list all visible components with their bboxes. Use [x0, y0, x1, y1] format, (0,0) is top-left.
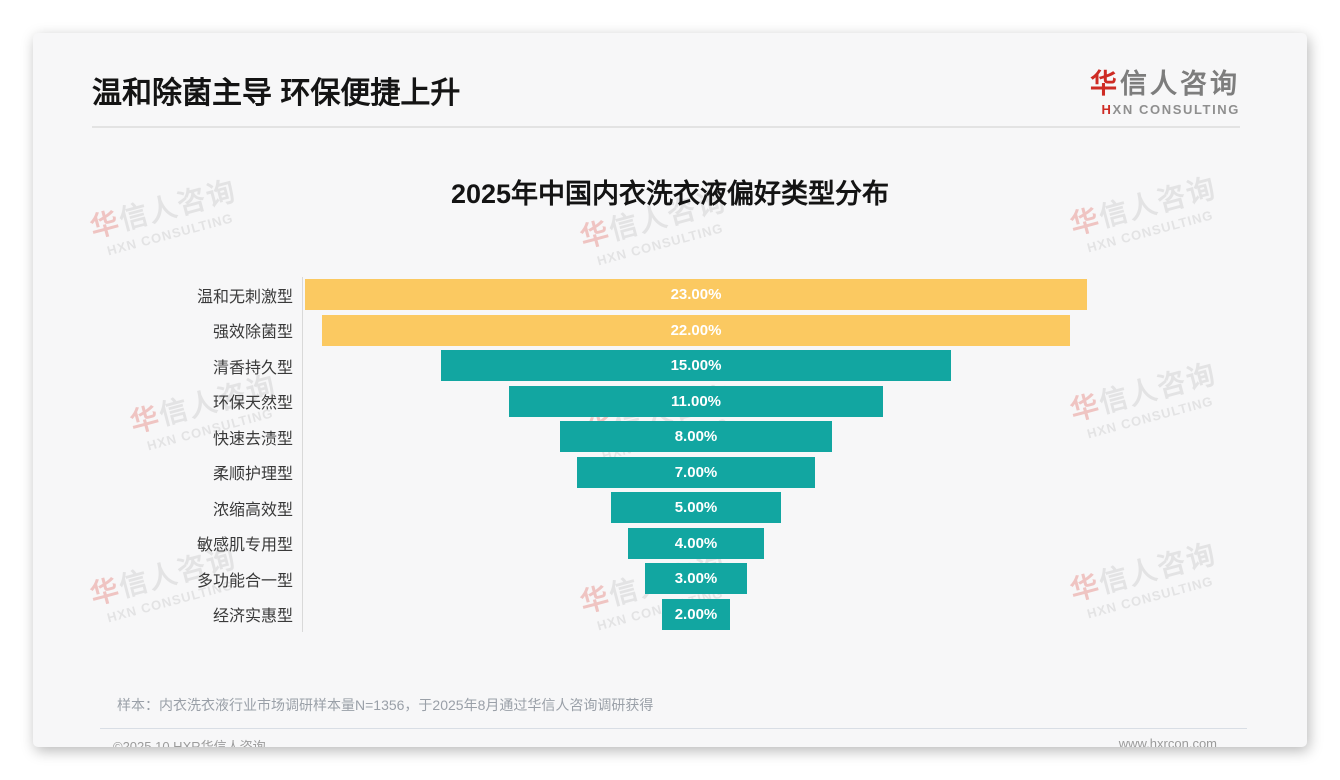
funnel-row: 温和无刺激型 23.00% — [33, 277, 1307, 313]
header-divider — [92, 126, 1240, 128]
funnel-bar: 15.00% — [441, 350, 951, 382]
bar-value-label: 4.00% — [674, 534, 718, 552]
bar-value-label: 2.00% — [674, 605, 718, 623]
plot-area: 7.00% — [302, 454, 1307, 490]
plot-area: 23.00% — [302, 277, 1307, 313]
funnel-bar: 3.00% — [645, 563, 747, 595]
logo-accent-char: 华 — [1090, 69, 1120, 99]
logo-english-name: HXN CONSULTING — [1090, 102, 1240, 117]
copyright-text: ©2025.10 HXR华信人咨询 — [113, 739, 266, 747]
funnel-bar: 8.00% — [560, 421, 832, 453]
funnel-row: 强效除菌型 22.00% — [33, 312, 1307, 348]
bar-value-label: 22.00% — [670, 321, 722, 339]
report-card: 华信人咨询 HXN CONSULTING 华信人咨询 HXN CONSULTING 华信… — [33, 33, 1307, 747]
plot-area: 8.00% — [302, 419, 1307, 455]
bar-value-label: 8.00% — [674, 428, 718, 446]
funnel-row: 快速去渍型 8.00% — [33, 419, 1307, 455]
plot-area: 15.00% — [302, 348, 1307, 384]
report-footer: ©2025.10 HXR华信人咨询 www.hxrcon.com — [100, 728, 1247, 747]
plot-area: 22.00% — [302, 312, 1307, 348]
funnel-bar: 22.00% — [322, 314, 1070, 346]
bar-value-label: 5.00% — [674, 499, 718, 517]
category-label: 敏感肌专用型 — [196, 537, 293, 555]
bar-value-label: 7.00% — [674, 463, 718, 481]
funnel-bar: 5.00% — [611, 492, 781, 524]
logo-en-rest-chars: XN CONSULTING — [1112, 102, 1240, 117]
bar-value-label: 23.00% — [670, 286, 722, 304]
logo-en-accent-char: H — [1101, 102, 1113, 117]
funnel-bar: 7.00% — [577, 456, 815, 488]
funnel-bar: 11.00% — [509, 385, 883, 417]
funnel-row: 多功能合一型 3.00% — [33, 561, 1307, 597]
plot-area: 2.00% — [302, 596, 1307, 632]
plot-area: 3.00% — [302, 561, 1307, 597]
funnel-bar: 4.00% — [628, 527, 764, 559]
funnel-row: 柔顺护理型 7.00% — [33, 454, 1307, 490]
bar-value-label: 11.00% — [670, 392, 722, 410]
page-title: 温和除菌主导 环保便捷上升 — [92, 77, 461, 110]
plot-area: 4.00% — [302, 525, 1307, 561]
funnel-bar: 23.00% — [305, 279, 1087, 311]
funnel-row: 环保天然型 11.00% — [33, 383, 1307, 419]
logo-rest-chars: 信人咨询 — [1120, 69, 1240, 99]
category-label: 多功能合一型 — [196, 572, 293, 590]
category-label: 浓缩高效型 — [212, 501, 293, 519]
sample-footnote: 样本：内衣洗衣液行业市场调研样本量N=1356，于2025年8月通过华信人咨询调… — [117, 697, 654, 713]
funnel-row: 浓缩高效型 5.00% — [33, 490, 1307, 526]
bar-value-label: 15.00% — [670, 357, 722, 375]
chart-title: 2025年中国内衣洗衣液偏好类型分布 — [450, 179, 890, 209]
plot-area: 5.00% — [302, 490, 1307, 526]
funnel-row: 清香持久型 15.00% — [33, 348, 1307, 384]
funnel-row: 经济实惠型 2.00% — [33, 596, 1307, 632]
category-label: 环保天然型 — [212, 395, 293, 413]
category-label: 快速去渍型 — [212, 430, 293, 448]
plot-area: 11.00% — [302, 383, 1307, 419]
logo-chinese-name: 华信人咨询 — [1090, 62, 1240, 101]
category-label: 强效除菌型 — [212, 324, 293, 342]
category-label: 温和无刺激型 — [196, 288, 293, 306]
category-label: 清香持久型 — [212, 359, 293, 377]
bar-value-label: 3.00% — [674, 570, 718, 588]
category-label: 经济实惠型 — [212, 608, 293, 626]
website-text: www.hxrcon.com — [1118, 736, 1217, 747]
report-header: 温和除菌主导 环保便捷上升 华信人咨询 HXN CONSULTING — [33, 33, 1307, 117]
funnel-chart: 温和无刺激型 23.00% 强效除菌型 22.00% 清香持久型 15.00% 环保天然型 1… — [33, 277, 1307, 632]
company-logo: 华信人咨询 HXN CONSULTING — [1090, 62, 1240, 117]
category-label: 柔顺护理型 — [212, 466, 293, 484]
funnel-bar: 2.00% — [662, 598, 730, 630]
funnel-row: 敏感肌专用型 4.00% — [33, 525, 1307, 561]
